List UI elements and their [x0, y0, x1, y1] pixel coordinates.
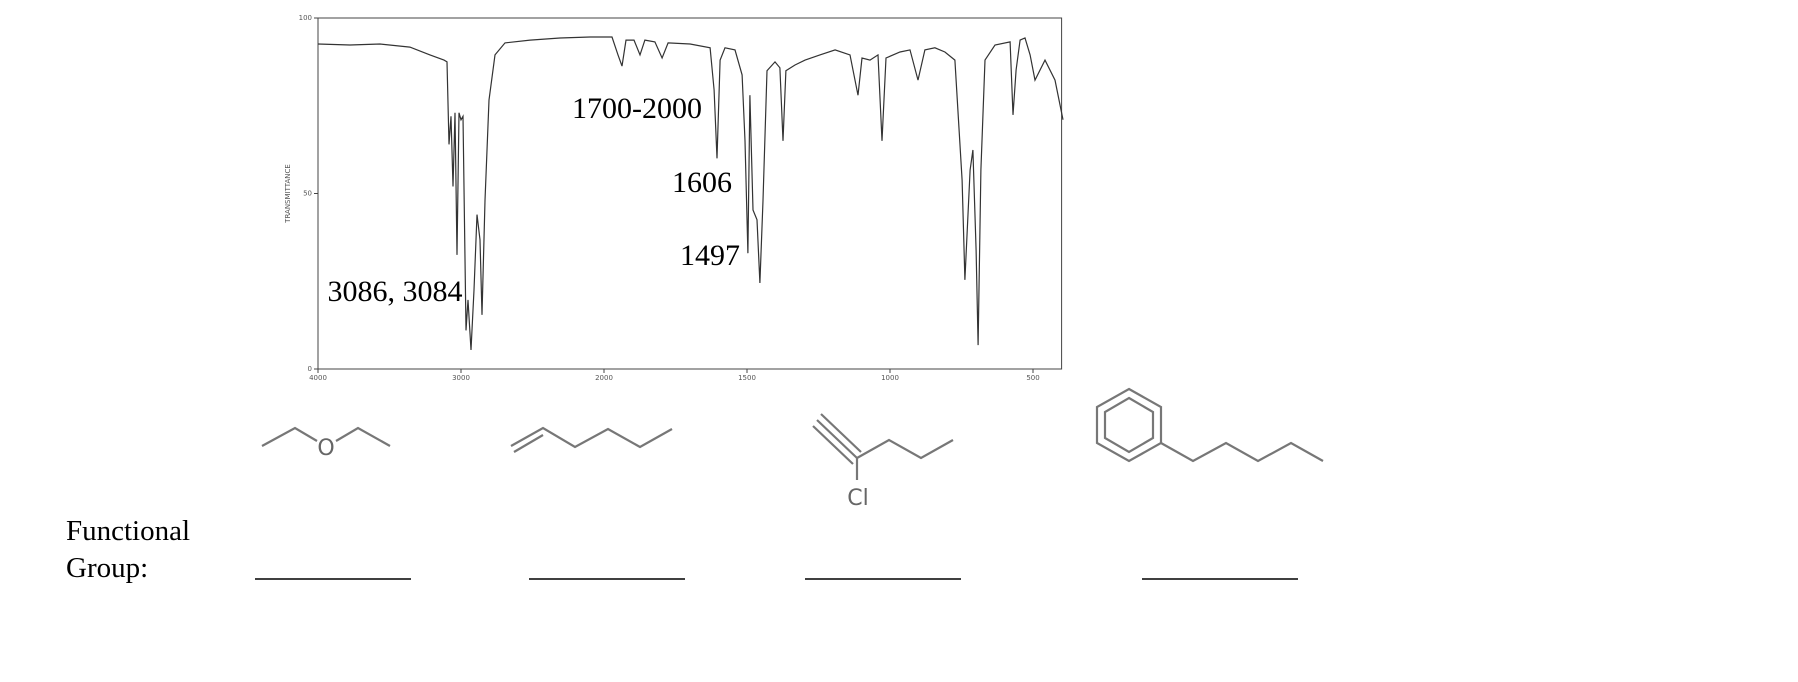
molecule-arene: [1095, 387, 1324, 463]
ring: [1095, 387, 1163, 463]
y-tick-label: 50: [303, 190, 312, 198]
x-tick-label: 3000: [452, 374, 470, 382]
bond: [820, 413, 862, 453]
annotation: 1700-2000: [572, 92, 702, 125]
annotation: 1497: [680, 239, 740, 272]
atom-label: Cl: [847, 486, 868, 511]
annotation: 3086, 3084: [328, 275, 463, 308]
y-axis-label: TRANSMITTANCE: [284, 164, 292, 224]
bond: [1160, 441, 1324, 463]
bond: [335, 426, 391, 447]
x-tick-label: 4000: [309, 374, 327, 382]
annotation: 1606: [672, 166, 732, 199]
y-tick-label: 0: [308, 365, 312, 373]
bond: [513, 434, 544, 453]
bond: [261, 426, 318, 447]
y-tick-label: 100: [299, 14, 312, 22]
x-tick-label: 1500: [738, 374, 756, 382]
answer-label: Functional: [66, 515, 190, 547]
x-tick-label: 1000: [881, 374, 899, 382]
molecule-alkyne: Cl: [812, 413, 954, 511]
bond: [510, 426, 673, 449]
answer-label: Group:: [66, 552, 148, 584]
spectrum-line: [317, 36, 1064, 351]
ring: [1103, 396, 1155, 454]
molecule-alkene: [510, 426, 673, 453]
molecule-ether: O: [261, 426, 391, 461]
atom-label: O: [317, 436, 334, 461]
bond: [856, 438, 954, 460]
bond: [816, 419, 858, 459]
x-tick-label: 500: [1026, 374, 1039, 382]
bond: [812, 425, 854, 465]
x-tick-label: 2000: [595, 374, 613, 382]
